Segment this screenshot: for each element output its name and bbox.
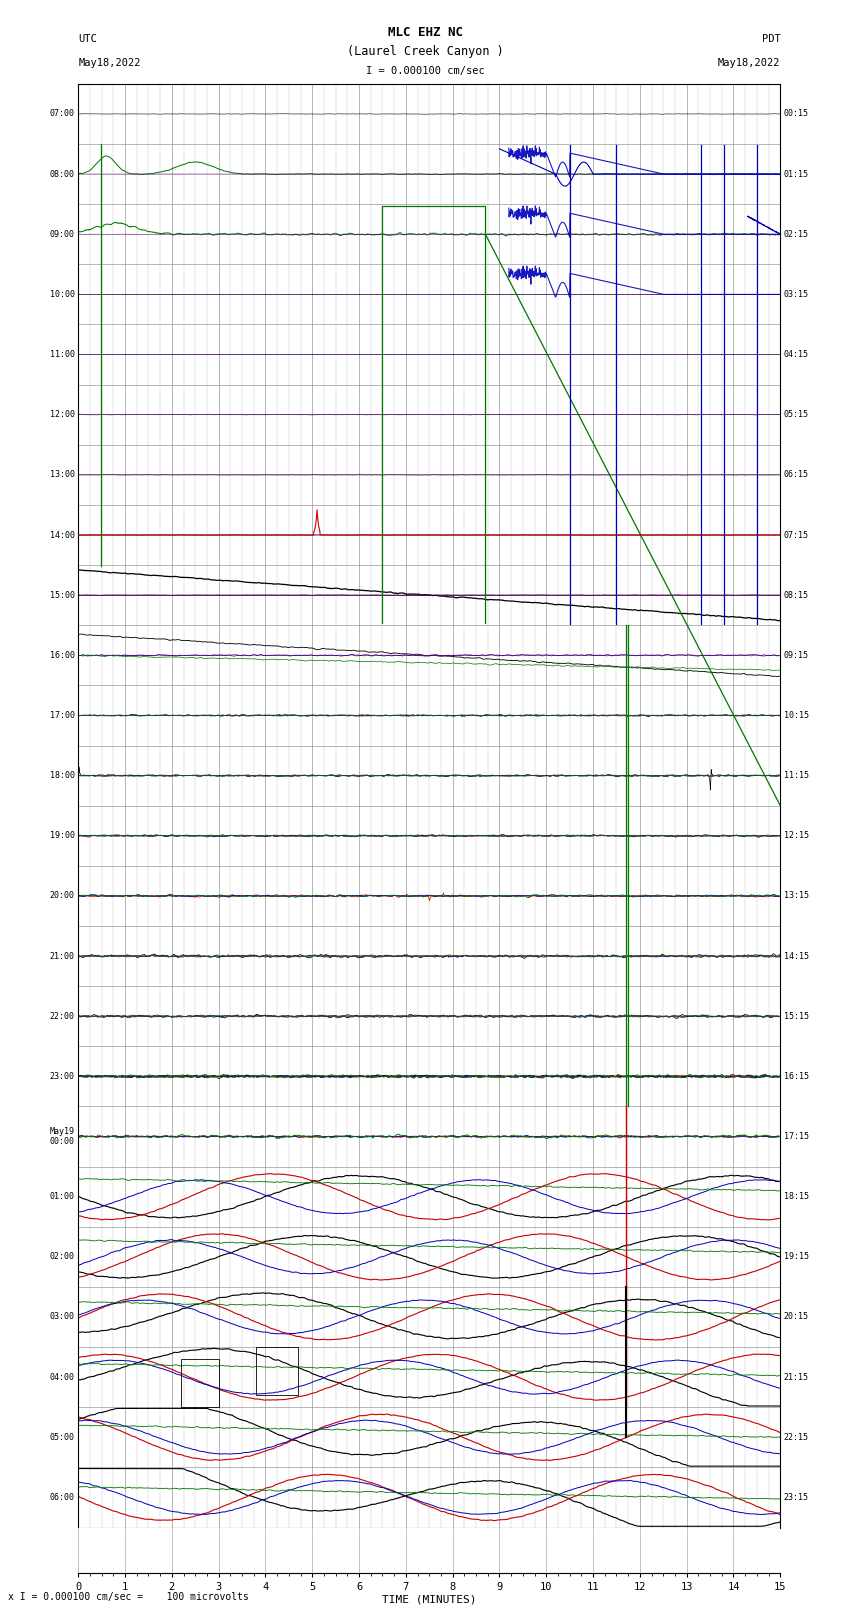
Text: 03:00: 03:00	[50, 1313, 75, 1321]
Text: 14:15: 14:15	[784, 952, 808, 961]
Text: 09:00: 09:00	[50, 229, 75, 239]
Text: x I = 0.000100 cm/sec =    100 microvolts: x I = 0.000100 cm/sec = 100 microvolts	[8, 1592, 249, 1602]
Text: 21:00: 21:00	[50, 952, 75, 961]
Text: May19: May19	[50, 1127, 75, 1136]
Text: May18,2022: May18,2022	[717, 58, 780, 68]
Text: 21:15: 21:15	[784, 1373, 808, 1382]
Text: 05:15: 05:15	[784, 410, 808, 419]
Text: MLC EHZ NC: MLC EHZ NC	[388, 26, 462, 39]
Text: 04:15: 04:15	[784, 350, 808, 360]
Text: 19:15: 19:15	[784, 1252, 808, 1261]
Text: 04:00: 04:00	[50, 1373, 75, 1382]
Text: 02:00: 02:00	[50, 1252, 75, 1261]
Text: 09:15: 09:15	[784, 650, 808, 660]
Text: 08:15: 08:15	[784, 590, 808, 600]
Text: 15:00: 15:00	[50, 590, 75, 600]
Text: 23:00: 23:00	[50, 1073, 75, 1081]
Text: PDT: PDT	[762, 34, 780, 44]
Text: 01:00: 01:00	[50, 1192, 75, 1202]
Text: UTC: UTC	[78, 34, 97, 44]
Text: 10:15: 10:15	[784, 711, 808, 719]
X-axis label: TIME (MINUTES): TIME (MINUTES)	[382, 1595, 477, 1605]
Text: 07:15: 07:15	[784, 531, 808, 539]
Text: 22:15: 22:15	[784, 1432, 808, 1442]
Text: 05:00: 05:00	[50, 1432, 75, 1442]
Text: 20:00: 20:00	[50, 892, 75, 900]
Text: 16:15: 16:15	[784, 1073, 808, 1081]
Text: 15:15: 15:15	[784, 1011, 808, 1021]
Text: 18:00: 18:00	[50, 771, 75, 781]
Text: 13:15: 13:15	[784, 892, 808, 900]
Text: 23:15: 23:15	[784, 1494, 808, 1502]
Text: May18,2022: May18,2022	[78, 58, 141, 68]
Text: 02:15: 02:15	[784, 229, 808, 239]
Text: 14:00: 14:00	[50, 531, 75, 539]
Text: 07:00: 07:00	[50, 110, 75, 118]
Text: 18:15: 18:15	[784, 1192, 808, 1202]
Text: 06:00: 06:00	[50, 1494, 75, 1502]
Text: 17:15: 17:15	[784, 1132, 808, 1140]
Text: (Laurel Creek Canyon ): (Laurel Creek Canyon )	[347, 45, 503, 58]
Text: 12:15: 12:15	[784, 831, 808, 840]
Text: 06:15: 06:15	[784, 471, 808, 479]
Text: 16:00: 16:00	[50, 650, 75, 660]
Text: 08:00: 08:00	[50, 169, 75, 179]
Text: 11:15: 11:15	[784, 771, 808, 781]
Text: 00:15: 00:15	[784, 110, 808, 118]
Text: 19:00: 19:00	[50, 831, 75, 840]
Text: 11:00: 11:00	[50, 350, 75, 360]
Text: 12:00: 12:00	[50, 410, 75, 419]
Text: 10:00: 10:00	[50, 290, 75, 298]
Text: 17:00: 17:00	[50, 711, 75, 719]
Text: 01:15: 01:15	[784, 169, 808, 179]
Text: I = 0.000100 cm/sec: I = 0.000100 cm/sec	[366, 66, 484, 76]
Text: 20:15: 20:15	[784, 1313, 808, 1321]
Text: 22:00: 22:00	[50, 1011, 75, 1021]
Text: 00:00: 00:00	[50, 1137, 75, 1145]
Text: 03:15: 03:15	[784, 290, 808, 298]
Text: 13:00: 13:00	[50, 471, 75, 479]
